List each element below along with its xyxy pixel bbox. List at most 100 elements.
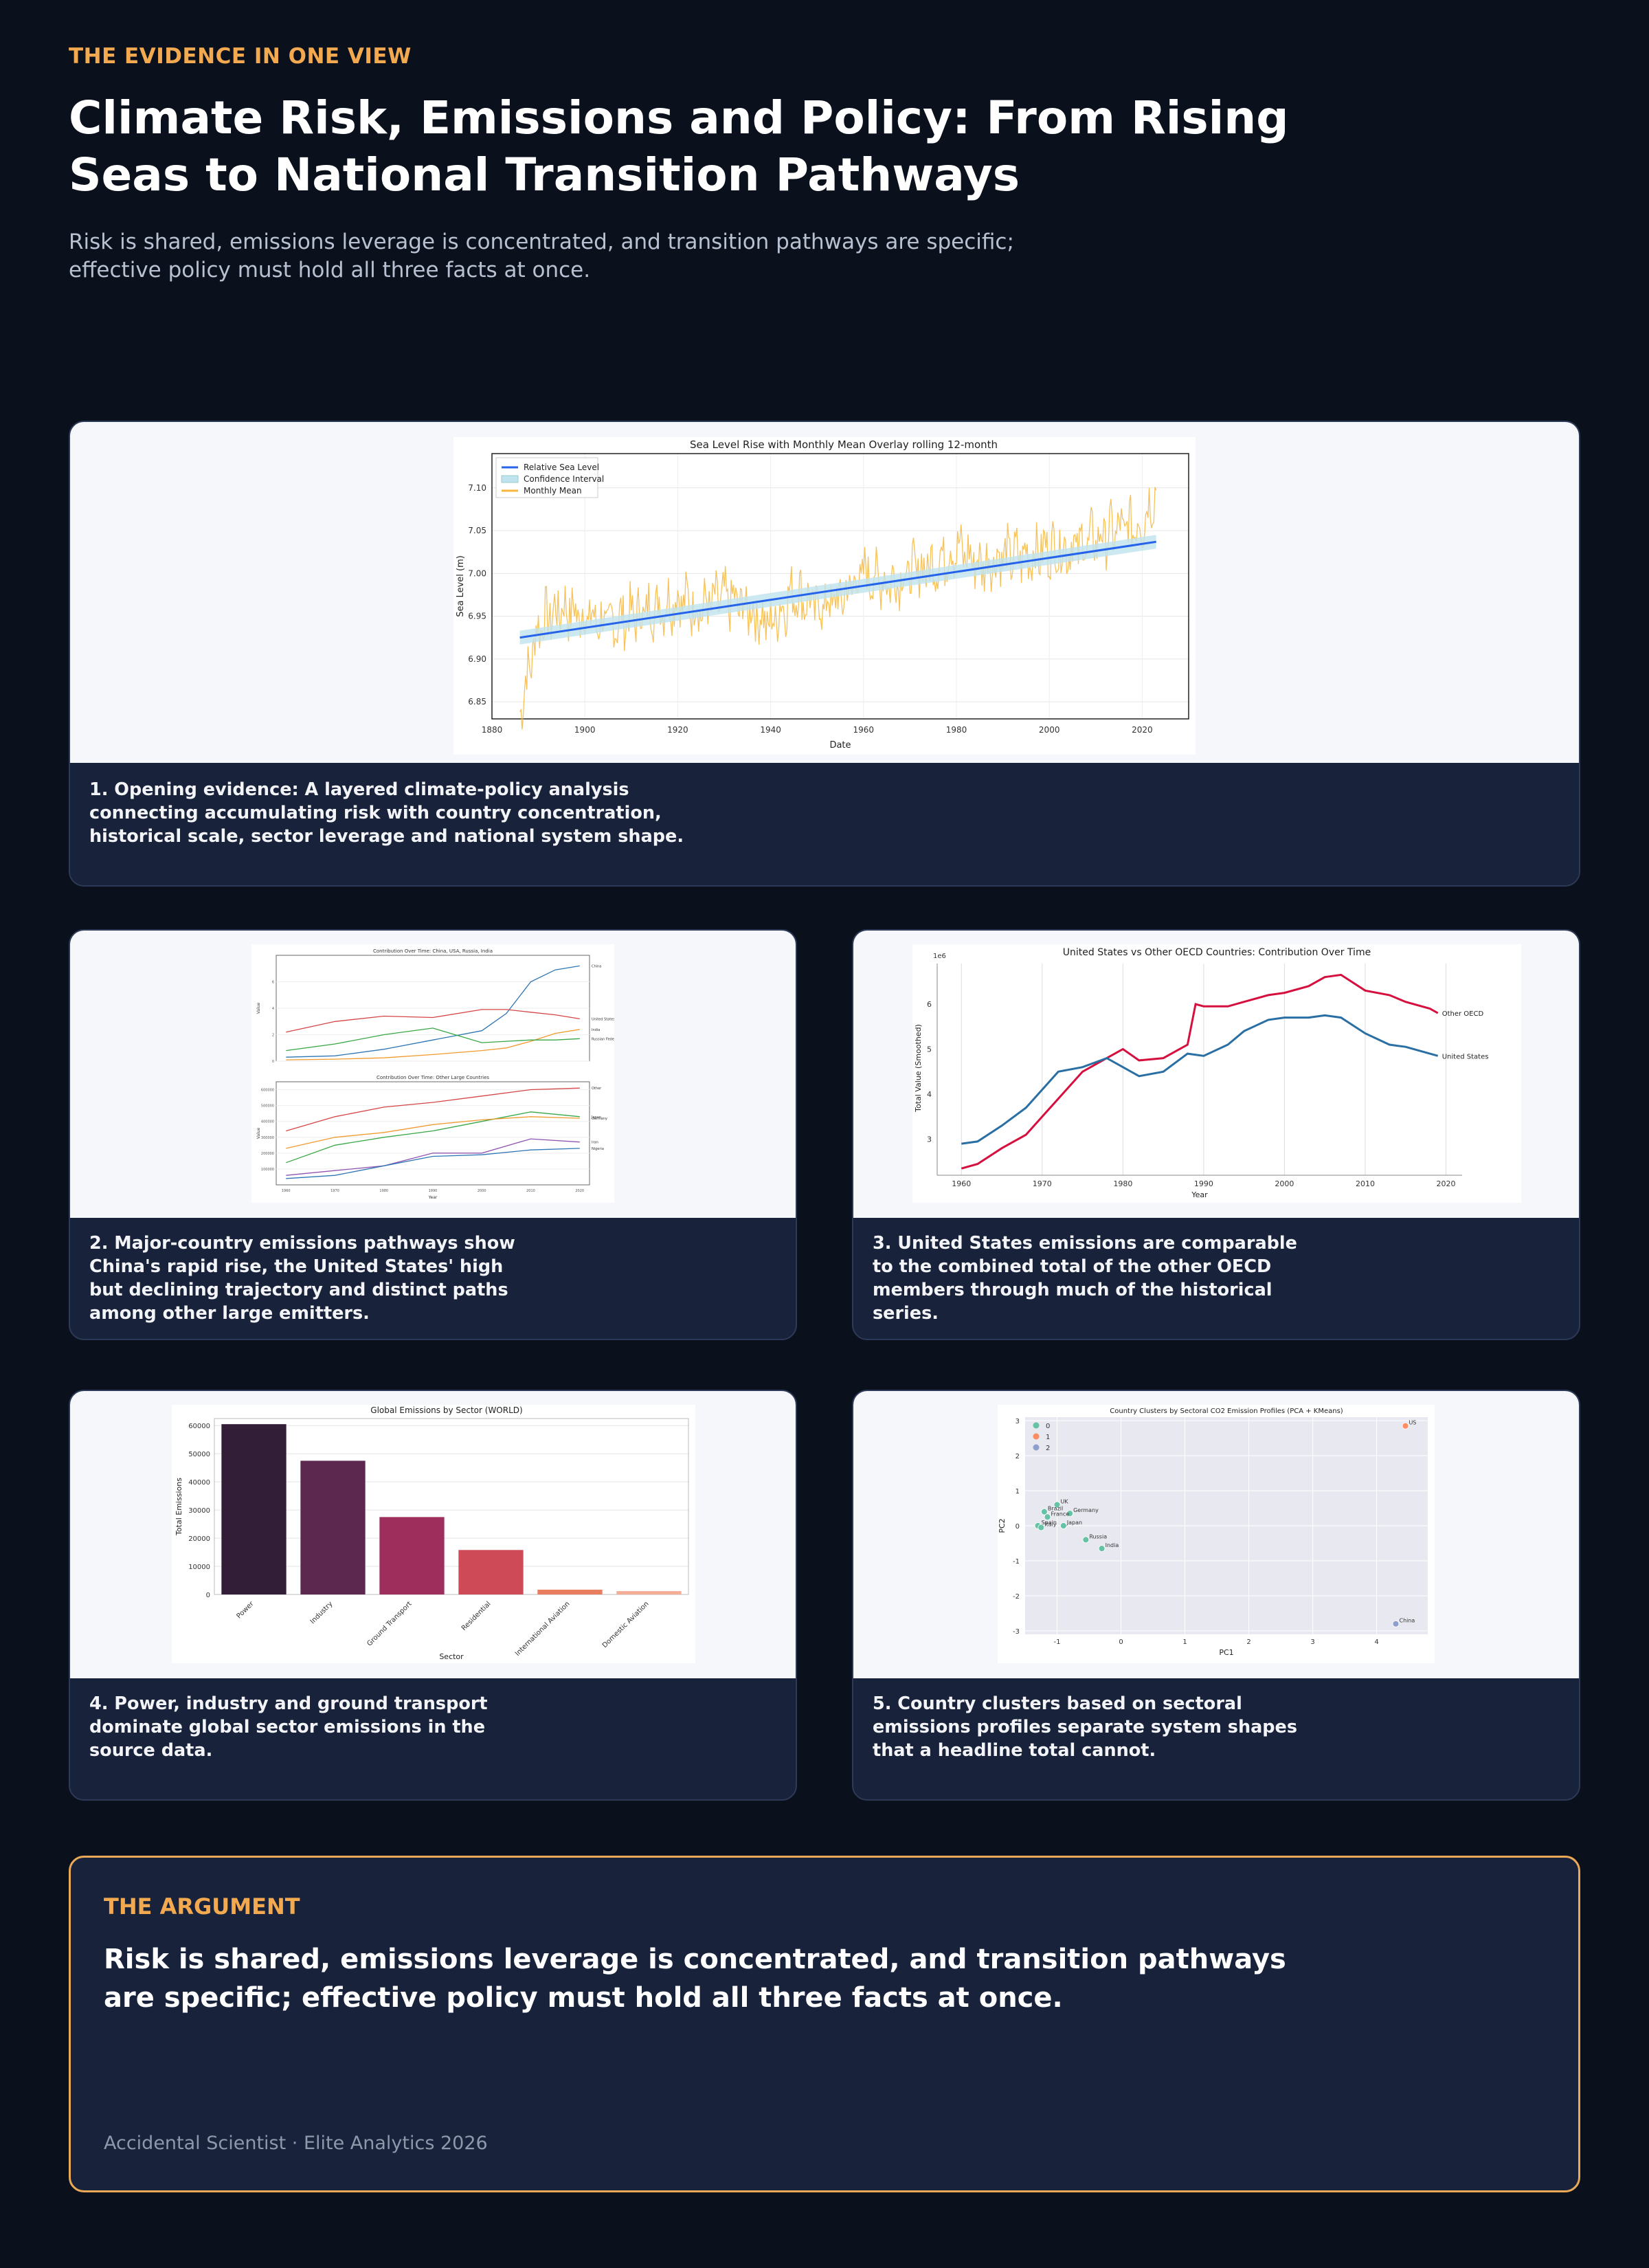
- x-axis-label: Date: [829, 740, 851, 751]
- eyebrow: THE EVIDENCE IN ONE VIEW: [69, 44, 412, 69]
- scatter-point: [1066, 1510, 1074, 1517]
- series-line: [961, 973, 1439, 1170]
- bar-residential: [458, 1550, 524, 1594]
- x-tick-label: 3: [1310, 1638, 1314, 1646]
- cluster-scatter-chart-image: -1 0 1 2 3 4 -3 -2 -1 0 1 2 3 UK Brazil Germany France Ja…: [998, 1405, 1435, 1663]
- plot-frame: [214, 1418, 689, 1595]
- y-tick-label: -3: [1013, 1628, 1020, 1636]
- legend-entry: Relative Sea Level: [524, 463, 599, 472]
- sea-level-chart: 6.85 6.90 6.95 7.00 7.05 7.10 1880 1900 1920 1940…: [453, 437, 1196, 755]
- card-caption: 5. Country clusters based on sectoral em…: [873, 1693, 1298, 1761]
- y-tick-label: 200000: [261, 1152, 274, 1156]
- point-label: US: [1409, 1420, 1416, 1426]
- x-tick-label: 1940: [760, 725, 781, 735]
- series-line: [286, 1148, 580, 1179]
- point-label: Germany: [1073, 1507, 1099, 1513]
- chart-title: Country Clusters by Sectoral CO2 Emissio…: [1110, 1408, 1343, 1415]
- x-tick-label: 2010: [1356, 1179, 1375, 1188]
- y-tick-label: 600000: [261, 1089, 274, 1093]
- evidence-card-2: Contribution Over Time: China, USA, Russ…: [69, 929, 797, 1340]
- y-tick-label: 6: [272, 981, 274, 985]
- series-label: Nigeria: [592, 1147, 604, 1151]
- legend-entry: 2: [1046, 1445, 1050, 1452]
- series-label: China: [592, 964, 601, 968]
- y-tick-label: 50000: [188, 1451, 210, 1458]
- panel-title: Contribution Over Time: China, USA, Russ…: [373, 948, 493, 954]
- page-subtitle: Risk is shared, emissions leverage is co…: [69, 230, 1014, 282]
- y-axis-label: Total Emissions: [175, 1478, 183, 1536]
- y-tick-label: 2: [272, 1034, 274, 1038]
- series-label: Russian Federation: [592, 1037, 614, 1041]
- bar-power: [221, 1424, 287, 1594]
- y-tick-label: 6: [927, 1000, 932, 1009]
- legend-swatch: [501, 475, 519, 483]
- y-tick-label: 300000: [261, 1136, 274, 1140]
- x-tick-label: 2020: [1132, 725, 1153, 735]
- country-pathways-chart-image: Contribution Over Time: China, USA, Russ…: [251, 944, 624, 1203]
- y-tick-label: 4: [272, 1007, 274, 1011]
- x-tick-label: 2020: [575, 1189, 584, 1193]
- y-axis-label: Sea Level (m): [456, 555, 466, 617]
- y-tick-label: 10000: [188, 1564, 210, 1571]
- plot-frame: [276, 1081, 590, 1186]
- x-tick-label: 2000: [1275, 1179, 1294, 1188]
- chart-title: Global Emissions by Sector (WORLD): [370, 1405, 522, 1415]
- argument-box: THE ARGUMENT Risk is shared, emissions l…: [69, 1856, 1580, 2192]
- x-tick-label: 1980: [379, 1189, 388, 1193]
- series-line: [286, 1111, 580, 1164]
- legend-swatch: [1033, 1422, 1040, 1429]
- point-label: Brazil: [1048, 1506, 1063, 1512]
- scatter-point: [1044, 1513, 1051, 1521]
- point-label: UK: [1061, 1498, 1069, 1504]
- point-label: Japan: [1066, 1520, 1082, 1526]
- y-tick-label: 0: [272, 1060, 274, 1064]
- sector-bar-chart-image: 0 10000 20000 30000 40000 50000 60000 Power Indu…: [172, 1405, 695, 1663]
- series-line: [286, 1029, 580, 1060]
- x-tick-label: 1990: [1194, 1179, 1213, 1188]
- series-line: [286, 1116, 580, 1149]
- y-tick-label: 1: [1016, 1488, 1020, 1496]
- us-oecd-chart: 1960 1970 1980 1990 2000 2010 2020 3 4 5 6 1e6 Other…: [912, 944, 1521, 1203]
- point-label: India: [1106, 1542, 1119, 1548]
- y-tick-label: 3: [1016, 1418, 1020, 1425]
- series-label: Iran: [592, 1141, 598, 1145]
- legend-swatch: [1033, 1444, 1040, 1451]
- x-tick-label: 1: [1182, 1638, 1187, 1646]
- x-axis-label: Year: [1191, 1190, 1208, 1199]
- y-tick-label: 5: [927, 1045, 932, 1054]
- scatter-point: [1059, 1522, 1067, 1529]
- evidence-card-4: 0 10000 20000 30000 40000 50000 60000 Power Indu…: [69, 1390, 797, 1801]
- y-tick-label: -1: [1013, 1558, 1020, 1566]
- scatter-point: [1037, 1524, 1045, 1531]
- x-tick-label: 2000: [1039, 725, 1060, 735]
- y-tick-label: 7.05: [468, 526, 486, 535]
- panel-title: Contribution Over Time: Other Large Coun…: [377, 1075, 489, 1080]
- evidence-card-3: 1960 1970 1980 1990 2000 2010 2020 3 4 5 6 1e6 Other…: [852, 929, 1580, 1340]
- scatter-point: [1082, 1536, 1090, 1544]
- us-oecd-chart-image: 1960 1970 1980 1990 2000 2010 2020 3 4 5 6 1e6 Other…: [912, 944, 1521, 1203]
- x-tick-label: 2000: [478, 1189, 486, 1193]
- y-tick-label: 6.95: [468, 612, 486, 621]
- chart-background: [251, 944, 614, 1203]
- x-axis-label: Year: [428, 1195, 438, 1200]
- evidence-card-1: 6.85 6.90 6.95 7.00 7.05 7.10 1880 1900 1920 1940…: [69, 421, 1580, 887]
- scatter-point: [1402, 1422, 1409, 1430]
- x-tick-label: 1970: [330, 1189, 339, 1193]
- x-tick-label: 1880: [482, 725, 503, 735]
- card-caption: 1. Opening evidence: A layered climate-p…: [89, 779, 684, 847]
- x-tick-label: 1990: [429, 1189, 438, 1193]
- series-label: Other: [592, 1087, 602, 1091]
- y-tick-label: 30000: [188, 1507, 210, 1515]
- bar-domestic-aviation: [616, 1591, 682, 1594]
- y-tick-label: 40000: [188, 1479, 210, 1487]
- series-line: [286, 1138, 580, 1176]
- monthly-mean-series: [519, 487, 1157, 730]
- x-tick-label: 1970: [1033, 1179, 1052, 1188]
- plot-frame: [491, 453, 1189, 720]
- y-tick-label: 0: [1016, 1523, 1020, 1531]
- y-tick-label: 7.10: [468, 483, 486, 493]
- y-tick-label: 60000: [188, 1423, 210, 1430]
- chart-background: [912, 944, 1521, 1203]
